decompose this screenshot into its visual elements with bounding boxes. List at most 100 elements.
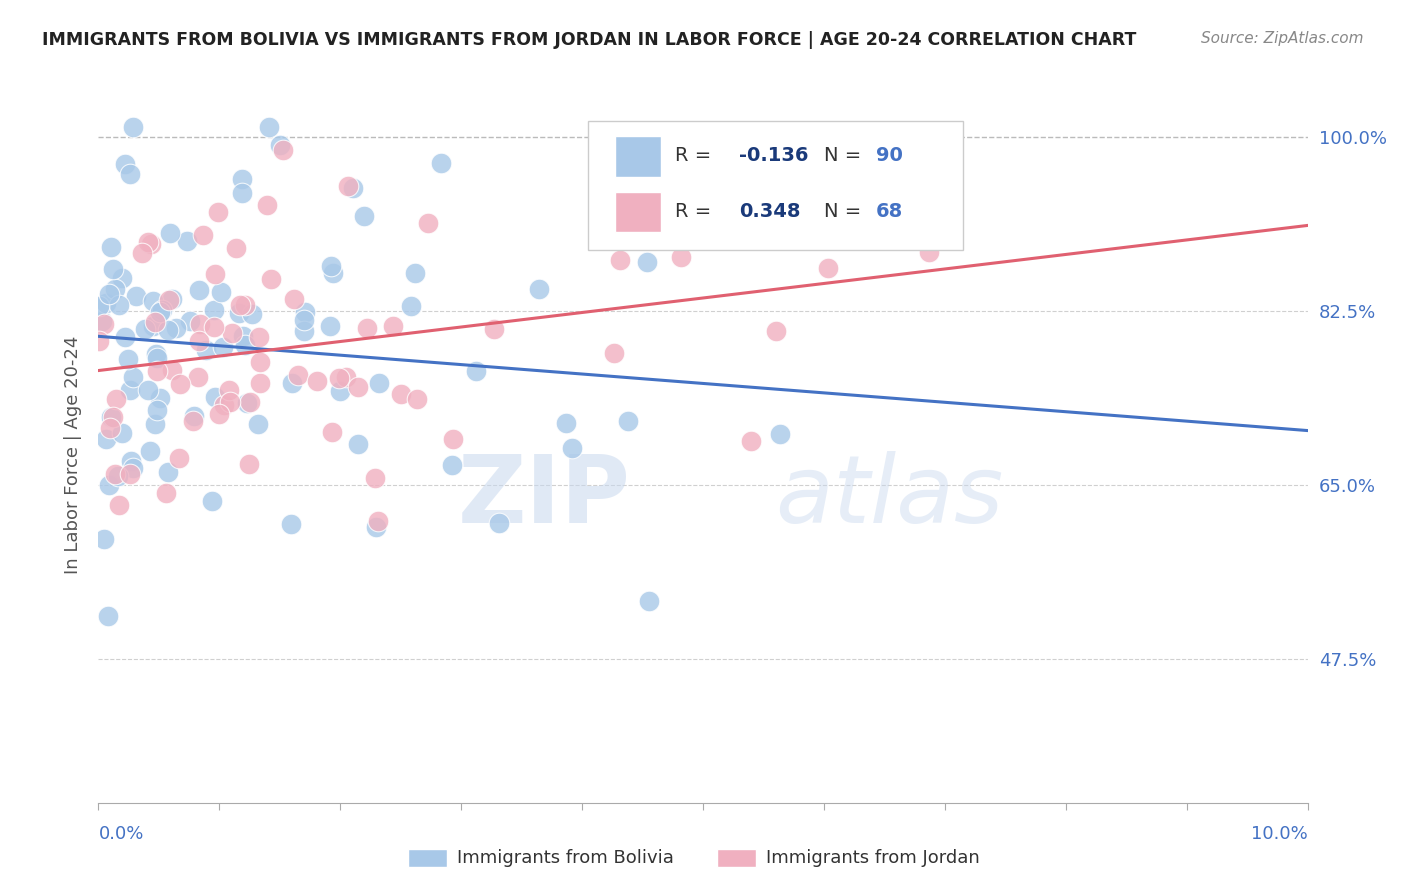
Point [208,408,231,422]
Point [108,498,131,512]
Point [107,468,129,483]
Point [149,305,172,319]
Point [356,321,378,335]
Text: Immigrants from Jordan: Immigrants from Jordan [766,849,980,867]
Point [218,394,240,409]
Text: N =: N = [824,146,868,165]
Point [239,395,262,409]
Point [145,417,167,432]
Point [609,253,631,268]
Point [204,390,226,404]
Point [114,157,136,171]
Point [108,298,131,312]
Point [187,370,209,384]
FancyBboxPatch shape [588,121,963,250]
Point [307,374,329,388]
Point [918,245,941,260]
Text: 10.0%: 10.0% [1251,825,1308,843]
Point [87,334,110,348]
Point [554,416,576,430]
Point [122,369,145,384]
Point [233,298,256,312]
Point [156,323,179,337]
Point [179,314,201,328]
Point [769,426,792,441]
Point [406,392,429,406]
Point [221,326,243,340]
Point [93,533,115,547]
Point [134,322,156,336]
Point [218,383,240,397]
Point [157,293,180,307]
Point [136,235,159,250]
Point [240,307,263,321]
Point [160,292,183,306]
Point [231,186,253,201]
Point [367,514,389,528]
Point [167,450,190,465]
Point [389,387,412,401]
Point [103,410,125,425]
Point [337,178,360,193]
Point [484,322,506,336]
Point [93,318,115,332]
Point [231,171,253,186]
Point [273,143,295,157]
Text: 0.348: 0.348 [740,202,801,221]
Point [149,392,172,406]
Point [207,205,229,219]
Point [529,282,551,296]
Point [765,324,787,338]
Point [89,299,111,313]
Point [416,216,439,230]
Point [246,417,269,432]
Point [120,383,142,397]
Text: 68: 68 [876,202,903,221]
Point [342,181,364,195]
Text: Source: ZipAtlas.com: Source: ZipAtlas.com [1201,31,1364,46]
Point [100,409,122,424]
Point [209,285,232,299]
Text: Immigrants from Bolivia: Immigrants from Bolivia [457,849,673,867]
Point [319,318,342,333]
Point [603,346,626,360]
Point [141,293,163,308]
Point [561,441,583,455]
Point [94,296,117,310]
Point [94,432,117,446]
Point [187,283,209,297]
Point [159,226,181,240]
Point [228,306,250,320]
Text: atlas: atlas [776,451,1004,542]
Point [321,425,343,439]
Point [204,267,226,281]
Point [353,209,375,223]
Point [346,379,368,393]
Point [100,240,122,254]
Point [319,259,342,273]
Point [329,384,352,398]
Point [235,338,257,352]
Point [238,457,260,471]
Point [249,355,271,369]
Point [232,329,254,343]
Point [142,318,165,333]
Point [97,608,120,623]
Point [718,199,741,213]
Point [322,266,344,280]
Point [111,425,134,440]
Point [114,330,136,344]
Point [441,458,464,472]
Point [150,303,173,318]
Point [281,376,304,390]
Point [98,421,121,435]
Point [97,287,120,301]
Text: 90: 90 [876,146,903,165]
Point [194,343,217,357]
Point [118,467,141,482]
Point [162,363,184,377]
Point [131,246,153,260]
Point [202,302,225,317]
Point [118,167,141,181]
Point [249,329,271,343]
